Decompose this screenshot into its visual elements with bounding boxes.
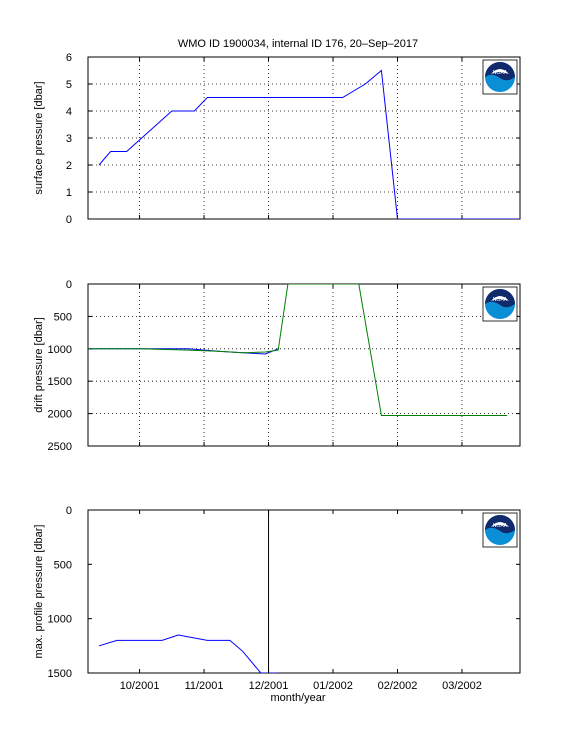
y-tick-label: 0 xyxy=(66,214,72,226)
y-tick-label: 1500 xyxy=(48,376,72,388)
y-tick-label: 6 xyxy=(66,52,72,64)
x-axis-label: month/year xyxy=(270,692,325,704)
x-tick-label: 02/2002 xyxy=(378,680,418,692)
series-line-0 xyxy=(98,634,279,673)
y-tick-label: 2000 xyxy=(48,409,72,421)
y-tick-label: 0 xyxy=(66,279,72,291)
y-tick-label: 3 xyxy=(66,133,72,145)
noaa-logo-icon: NOAA xyxy=(482,512,518,548)
y-tick-label: 1 xyxy=(66,187,72,199)
logo-text: NOAA xyxy=(493,70,508,76)
logo-text: NOAA xyxy=(493,523,508,529)
axes-box xyxy=(87,283,521,447)
x-tick-label: 11/2001 xyxy=(185,680,224,692)
noaa-logo-icon: NOAA xyxy=(482,286,518,322)
logo-wing xyxy=(491,69,509,74)
y-axis-label: drift pressure [dbar] xyxy=(33,317,45,412)
y-tick-label: 4 xyxy=(66,106,72,118)
y-tick-label: 1500 xyxy=(48,668,72,680)
x-tick-label: 01/2002 xyxy=(313,680,353,692)
y-axis-label: max. profile pressure [dbar] xyxy=(33,525,45,659)
series-line-1 xyxy=(88,284,508,416)
figure-title: WMO ID 1900034, internal ID 176, 20–Sep–… xyxy=(178,38,418,50)
noaa-logo-icon: NOAA xyxy=(482,59,518,95)
x-tick-label: 10/2001 xyxy=(120,680,160,692)
panel-drift: 0 500 1000 1500 2000 2500 drift pressure [dbar… xyxy=(33,279,521,453)
y-tick-label: 2500 xyxy=(48,441,72,453)
series-line-0 xyxy=(98,69,520,219)
y-tick-label: 2 xyxy=(66,160,72,172)
logo-text: NOAA xyxy=(493,297,508,303)
y-tick-label: 1000 xyxy=(48,344,72,356)
x-tick-label: 03/2002 xyxy=(442,680,482,692)
y-tick-label: 1000 xyxy=(48,614,72,626)
logo-wing xyxy=(491,522,509,527)
x-tick-label: 12/2001 xyxy=(249,680,289,692)
logo-wing xyxy=(491,296,509,301)
axes-box xyxy=(87,509,521,674)
y-tick-label: 0 xyxy=(66,505,72,517)
panel-surface: 0 1 2 3 4 5 6 surface pressure [dbar] NOAA xyxy=(33,52,521,226)
y-tick-label: 500 xyxy=(54,559,72,571)
y-tick-label: 500 xyxy=(54,311,72,323)
y-axis-label: surface pressure [dbar] xyxy=(33,81,45,194)
y-tick-label: 5 xyxy=(66,79,72,91)
